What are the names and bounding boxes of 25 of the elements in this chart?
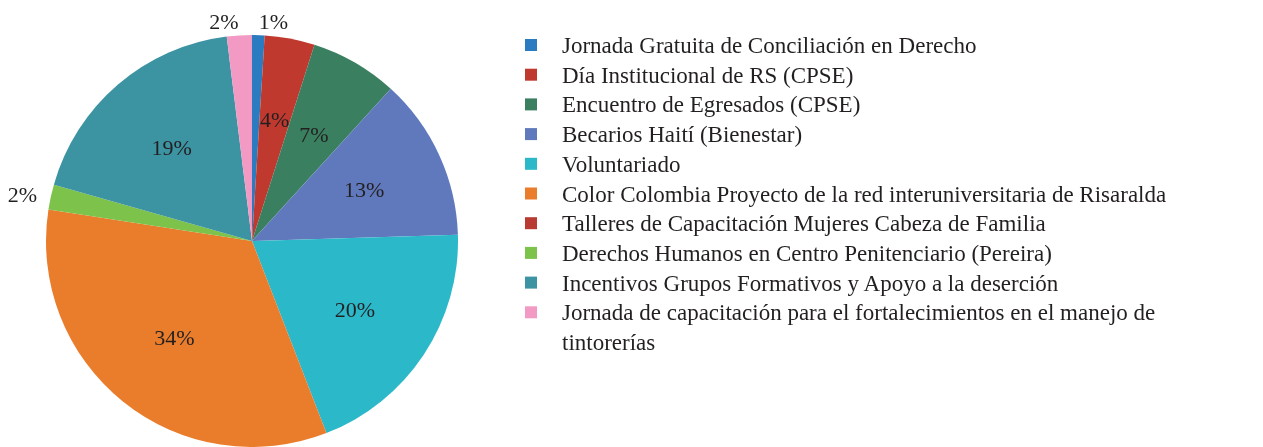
- legend-label: Jornada de capacitación para el fortalecimientos en el manejo de tintorerías: [562, 300, 1156, 356]
- legend-label: Día Institucional de RS (CPSE): [562, 62, 854, 88]
- pie-slice: [46, 209, 327, 447]
- legend-label: Talleres de Capacitación Mujeres Cabeza de Familia: [562, 211, 1046, 237]
- data-label: 34%: [154, 324, 195, 350]
- pie-slice: [53, 36, 252, 241]
- legend-label: Derechos Humanos en Centro Penitenciario (Pereira): [562, 240, 1052, 266]
- data-label: 1%: [258, 8, 289, 34]
- legend-label: Color Colombia Proyecto de la red interuniversitaria de Risaralda: [562, 181, 1167, 207]
- legend-label: Voluntariado: [562, 151, 681, 177]
- pie-slice: [48, 184, 252, 241]
- data-label: 19%: [151, 134, 192, 160]
- data-label: 7%: [299, 121, 329, 147]
- data-label: 2%: [7, 181, 38, 207]
- data-label: 13%: [344, 177, 385, 203]
- pie-slice: [252, 234, 458, 434]
- legend-label: Jornada Gratuita de Conciliación en Derecho: [562, 33, 977, 59]
- legend-label: Incentivos Grupos Formativos y Apoyo a la deserción: [562, 270, 1059, 296]
- data-label: 2%: [209, 9, 239, 35]
- legend-label: Becarios Haití (Bienestar): [562, 122, 803, 148]
- data-label: 20%: [334, 296, 376, 322]
- legend-label: Encuentro de Egresados (CPSE): [562, 92, 861, 118]
- pie-slice: [252, 88, 458, 241]
- data-label: 4%: [260, 107, 290, 133]
- pie-slice: [252, 44, 391, 241]
